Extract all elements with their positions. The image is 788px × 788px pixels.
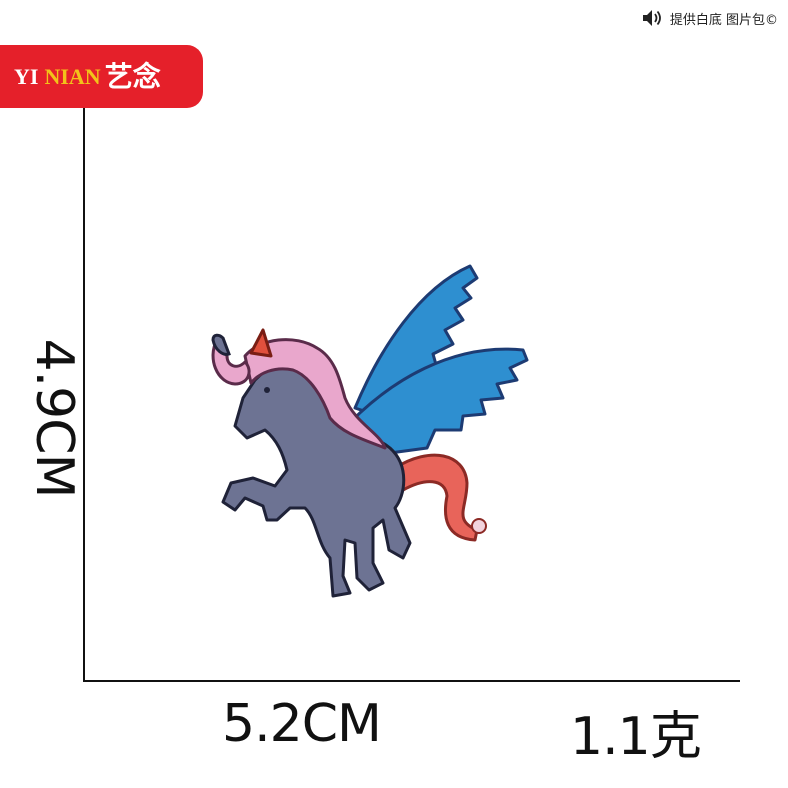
notice-bar: 提供白底 图片包© bbox=[642, 8, 778, 28]
ear bbox=[211, 333, 231, 356]
height-label: 4.9CM bbox=[24, 338, 84, 498]
width-label: 5.2CM bbox=[222, 694, 382, 754]
vertical-dimension-line bbox=[83, 108, 85, 682]
brand-logo-badge: YI NIAN 艺念 bbox=[0, 45, 203, 108]
horn bbox=[249, 328, 273, 358]
mane bbox=[243, 338, 387, 450]
weight-label: 1.1克 bbox=[570, 707, 702, 767]
brand-latin-nian: NIAN bbox=[44, 63, 101, 89]
tail-tip bbox=[471, 518, 487, 534]
notice-text: 提供白底 图片包© bbox=[669, 12, 778, 28]
back-wing bbox=[353, 264, 479, 420]
brand-chinese: 艺念 bbox=[104, 59, 161, 93]
brand-latin-yi: YI bbox=[14, 63, 39, 89]
front-wing bbox=[338, 347, 529, 455]
unicorn-patch-image bbox=[211, 264, 529, 598]
tail bbox=[393, 453, 479, 542]
eye bbox=[264, 387, 270, 393]
horizontal-dimension-line bbox=[83, 680, 740, 682]
speaker-icon[interactable] bbox=[642, 8, 664, 28]
